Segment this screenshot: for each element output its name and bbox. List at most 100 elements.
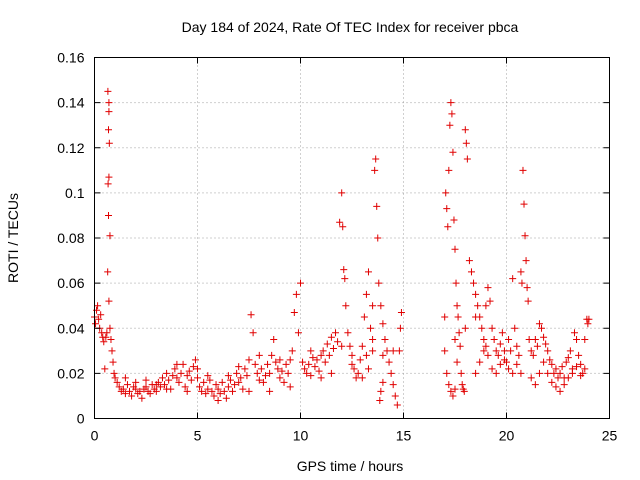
data-point [152,387,160,395]
data-point [379,351,387,359]
data-point [202,390,210,398]
data-point [535,369,543,377]
data-point [212,381,220,389]
data-point [319,347,327,355]
x-axis-label: GPS time / hours [297,458,404,474]
data-point [447,99,455,107]
x-tick-label: 15 [396,428,412,444]
data-point [467,268,475,276]
data-point [108,347,116,355]
data-point [169,372,177,380]
data-point [581,336,589,344]
data-point [562,358,570,366]
x-tick-label: 20 [499,428,515,444]
data-point [546,356,554,364]
data-point [395,347,403,355]
data-point [105,126,113,134]
data-point [348,360,356,368]
data-point [372,155,380,163]
data-point [500,356,508,364]
data-point [358,342,366,350]
data-point [224,383,232,391]
data-point [181,383,189,391]
data-point [332,329,340,337]
data-point [460,387,468,395]
data-point [106,324,114,332]
data-point [115,383,123,391]
data-point [521,232,529,240]
data-point [307,372,315,380]
data-point [364,268,372,276]
grid-lines [94,57,610,419]
data-point [527,374,535,382]
data-point [158,374,166,382]
data-point [482,342,490,350]
data-point [387,369,395,377]
data-point [177,369,185,377]
data-point [454,313,462,321]
data-point [573,363,581,371]
data-point [126,387,134,395]
data-point [198,387,206,395]
data-point [381,336,389,344]
data-point [396,324,404,332]
data-point [488,365,496,373]
data-point [573,336,581,344]
data-point [136,387,144,395]
data-point [132,378,140,386]
data-point [449,148,457,156]
data-point [446,121,454,129]
data-point [443,369,451,377]
data-point [247,311,255,319]
data-point [132,385,140,393]
data-point [458,381,466,389]
data-point [194,365,201,373]
data-point [443,205,451,213]
y-axis-label: ROTI / TECUs [5,193,21,283]
data-point [498,329,506,337]
data-point [111,374,119,382]
data-point [292,290,300,298]
data-point [465,257,473,265]
data-point [462,139,470,147]
data-point [383,347,391,355]
data-point [334,338,342,346]
data-point [251,360,259,368]
data-point [284,369,292,377]
data-point [189,363,197,371]
data-point [121,374,129,382]
data-point [391,392,399,400]
data-point [470,279,478,287]
data-point [311,363,319,371]
data-point [472,313,480,321]
data-point [173,360,181,368]
data-point [338,342,346,350]
data-point [317,374,325,382]
data-point [560,381,568,389]
data-point [548,378,556,386]
data-point [373,202,381,210]
data-point [105,173,113,181]
data-point [173,374,181,382]
data-point [282,360,290,368]
data-point [270,336,278,344]
data-point [360,313,368,321]
data-point [128,392,136,400]
data-point [472,290,480,298]
data-point [564,354,572,362]
data-point [552,383,560,391]
data-point [364,365,372,373]
data-point [286,383,294,391]
data-point [235,363,243,371]
data-point [272,358,280,366]
data-point [371,166,379,174]
data-point [444,223,452,231]
data-point [97,311,105,319]
data-point [156,383,164,391]
data-point [245,356,253,364]
data-points [91,87,593,409]
data-point [461,126,469,134]
data-point [309,354,317,362]
data-point [531,336,539,344]
x-tick-label: 0 [91,428,99,444]
